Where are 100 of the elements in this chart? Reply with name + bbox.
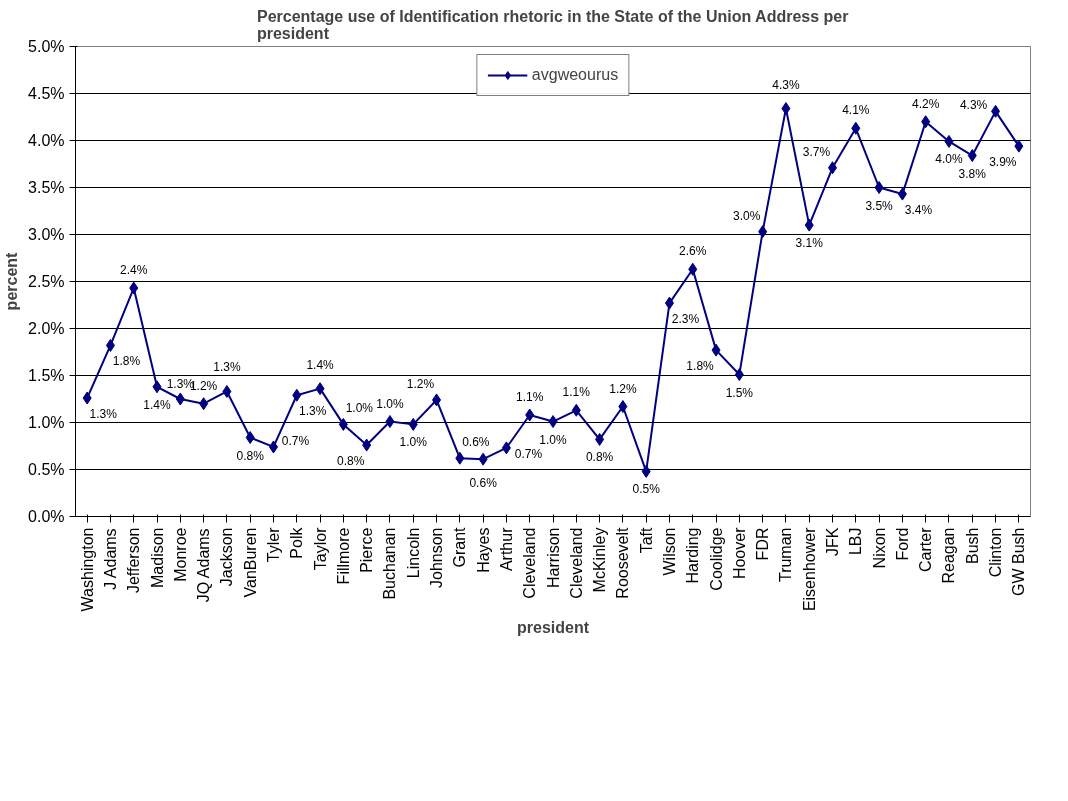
point [105,338,115,352]
data-label: 1.0% [399,435,428,450]
x-tick-label: GW Bush [1010,527,1028,596]
data-label: 0.8% [236,448,265,463]
x-tick-label: Roosevelt [614,526,632,599]
x-tick-label: Jackson [218,527,236,587]
x-tick-label: Madison [148,527,166,588]
point [362,438,372,452]
point [618,400,628,414]
point [385,415,395,429]
y-tick-label: 2.0% [28,320,65,337]
y-tick-label: 5.0% [28,38,65,55]
point [874,181,884,194]
point [175,392,185,406]
y-tick-label: 0.5% [28,461,65,478]
data-label: 2.3% [671,312,700,327]
data-label: 1.3% [213,360,241,375]
point [268,440,278,454]
data-label: 0.7% [281,433,310,448]
x-tick-label: Coolidge [707,527,725,591]
chart-title: Percentage use of Identification rhetoric in the State of the Union Address per president [256,7,849,42]
x-tick-label: Tyler [264,526,282,563]
data-label: 3.1% [795,236,824,251]
point [199,397,209,411]
point [432,393,442,407]
point [897,187,907,201]
x-tick-label: Jefferson [125,527,143,594]
x-tick-label: JFK [824,527,842,556]
point [525,408,535,422]
point [548,415,558,429]
point [781,102,791,116]
x-tick-label: JQ Adams [195,528,213,603]
y-tick-label: 3.0% [28,226,65,243]
data-label: 1.1% [516,389,544,404]
x-tick-label: Truman [777,527,795,583]
x-tick-label: Harding [684,527,702,584]
data-label: 3.4% [904,203,933,218]
data-label: 0.6% [469,476,498,491]
data-label: 1.8% [112,354,141,369]
x-tick-label: Hayes [474,527,492,573]
x-tick-label: Harrison [544,527,562,588]
data-label: 1.0% [376,396,404,411]
x-tick-label: Carter [917,526,935,572]
x-tick-label: Clinton [987,527,1005,578]
data-label: 4.2% [912,96,940,111]
y-tick-label: 3.5% [28,179,65,196]
point [82,391,92,405]
data-label: 1.3% [299,404,327,419]
data-label: 0.5% [632,482,661,497]
x-tick-label: Monroe [171,527,189,582]
point [245,431,255,445]
point [129,281,139,295]
x-tick-label: LBJ [847,527,865,556]
x-tick-label: Grant [451,526,469,568]
data-label: 3.5% [865,198,894,213]
y-axis-title: percent [3,251,21,311]
point [944,134,954,148]
point [408,417,418,431]
point [711,343,721,357]
point [571,403,581,417]
data-label: 0.8% [585,450,614,465]
legend-label: avgweourus [531,66,619,84]
data-label: 3.9% [989,155,1017,170]
data-label: 3.0% [732,208,761,223]
point [664,296,674,310]
point [501,441,511,455]
data-label: 0.7% [514,446,543,461]
data-label: 1.2% [406,376,435,391]
x-tick-label: J Adams [101,528,119,590]
data-label: 2.4% [120,263,148,278]
x-tick-label: Washington [78,527,96,612]
data-label: 0.8% [336,454,365,469]
point [338,417,348,431]
y-tick-label: 4.0% [28,132,65,149]
point [804,218,814,232]
data-label: 2.6% [679,244,707,259]
y-tick-label: 0.0% [28,508,65,525]
x-tick-label: Pierce [358,527,376,573]
point [315,382,325,396]
x-tick-label: Nixon [870,527,888,569]
point [478,452,488,466]
point [292,388,302,402]
y-tick-label: 1.0% [28,414,65,431]
data-label: 1.2% [609,381,637,396]
data-label: 3.8% [958,166,987,181]
x-tick-label: Johnson [428,527,446,588]
x-tick-label: Buchanan [381,527,399,600]
x-tick-label: Lincoln [404,527,422,579]
data-label: 1.5% [725,385,754,400]
point [595,432,605,446]
point [828,161,838,175]
data-label: 4.3% [772,77,800,92]
data-label: 1.1% [562,385,591,400]
y-tick-label: 2.5% [28,273,65,290]
point [991,104,1001,118]
data-label: 1.4% [143,397,172,412]
data-label: 1.3% [89,407,118,422]
x-tick-label: Cleveland [567,527,585,599]
x-tick-label: Eisenhower [800,526,818,612]
x-tick-label: Fillmore [334,527,352,585]
